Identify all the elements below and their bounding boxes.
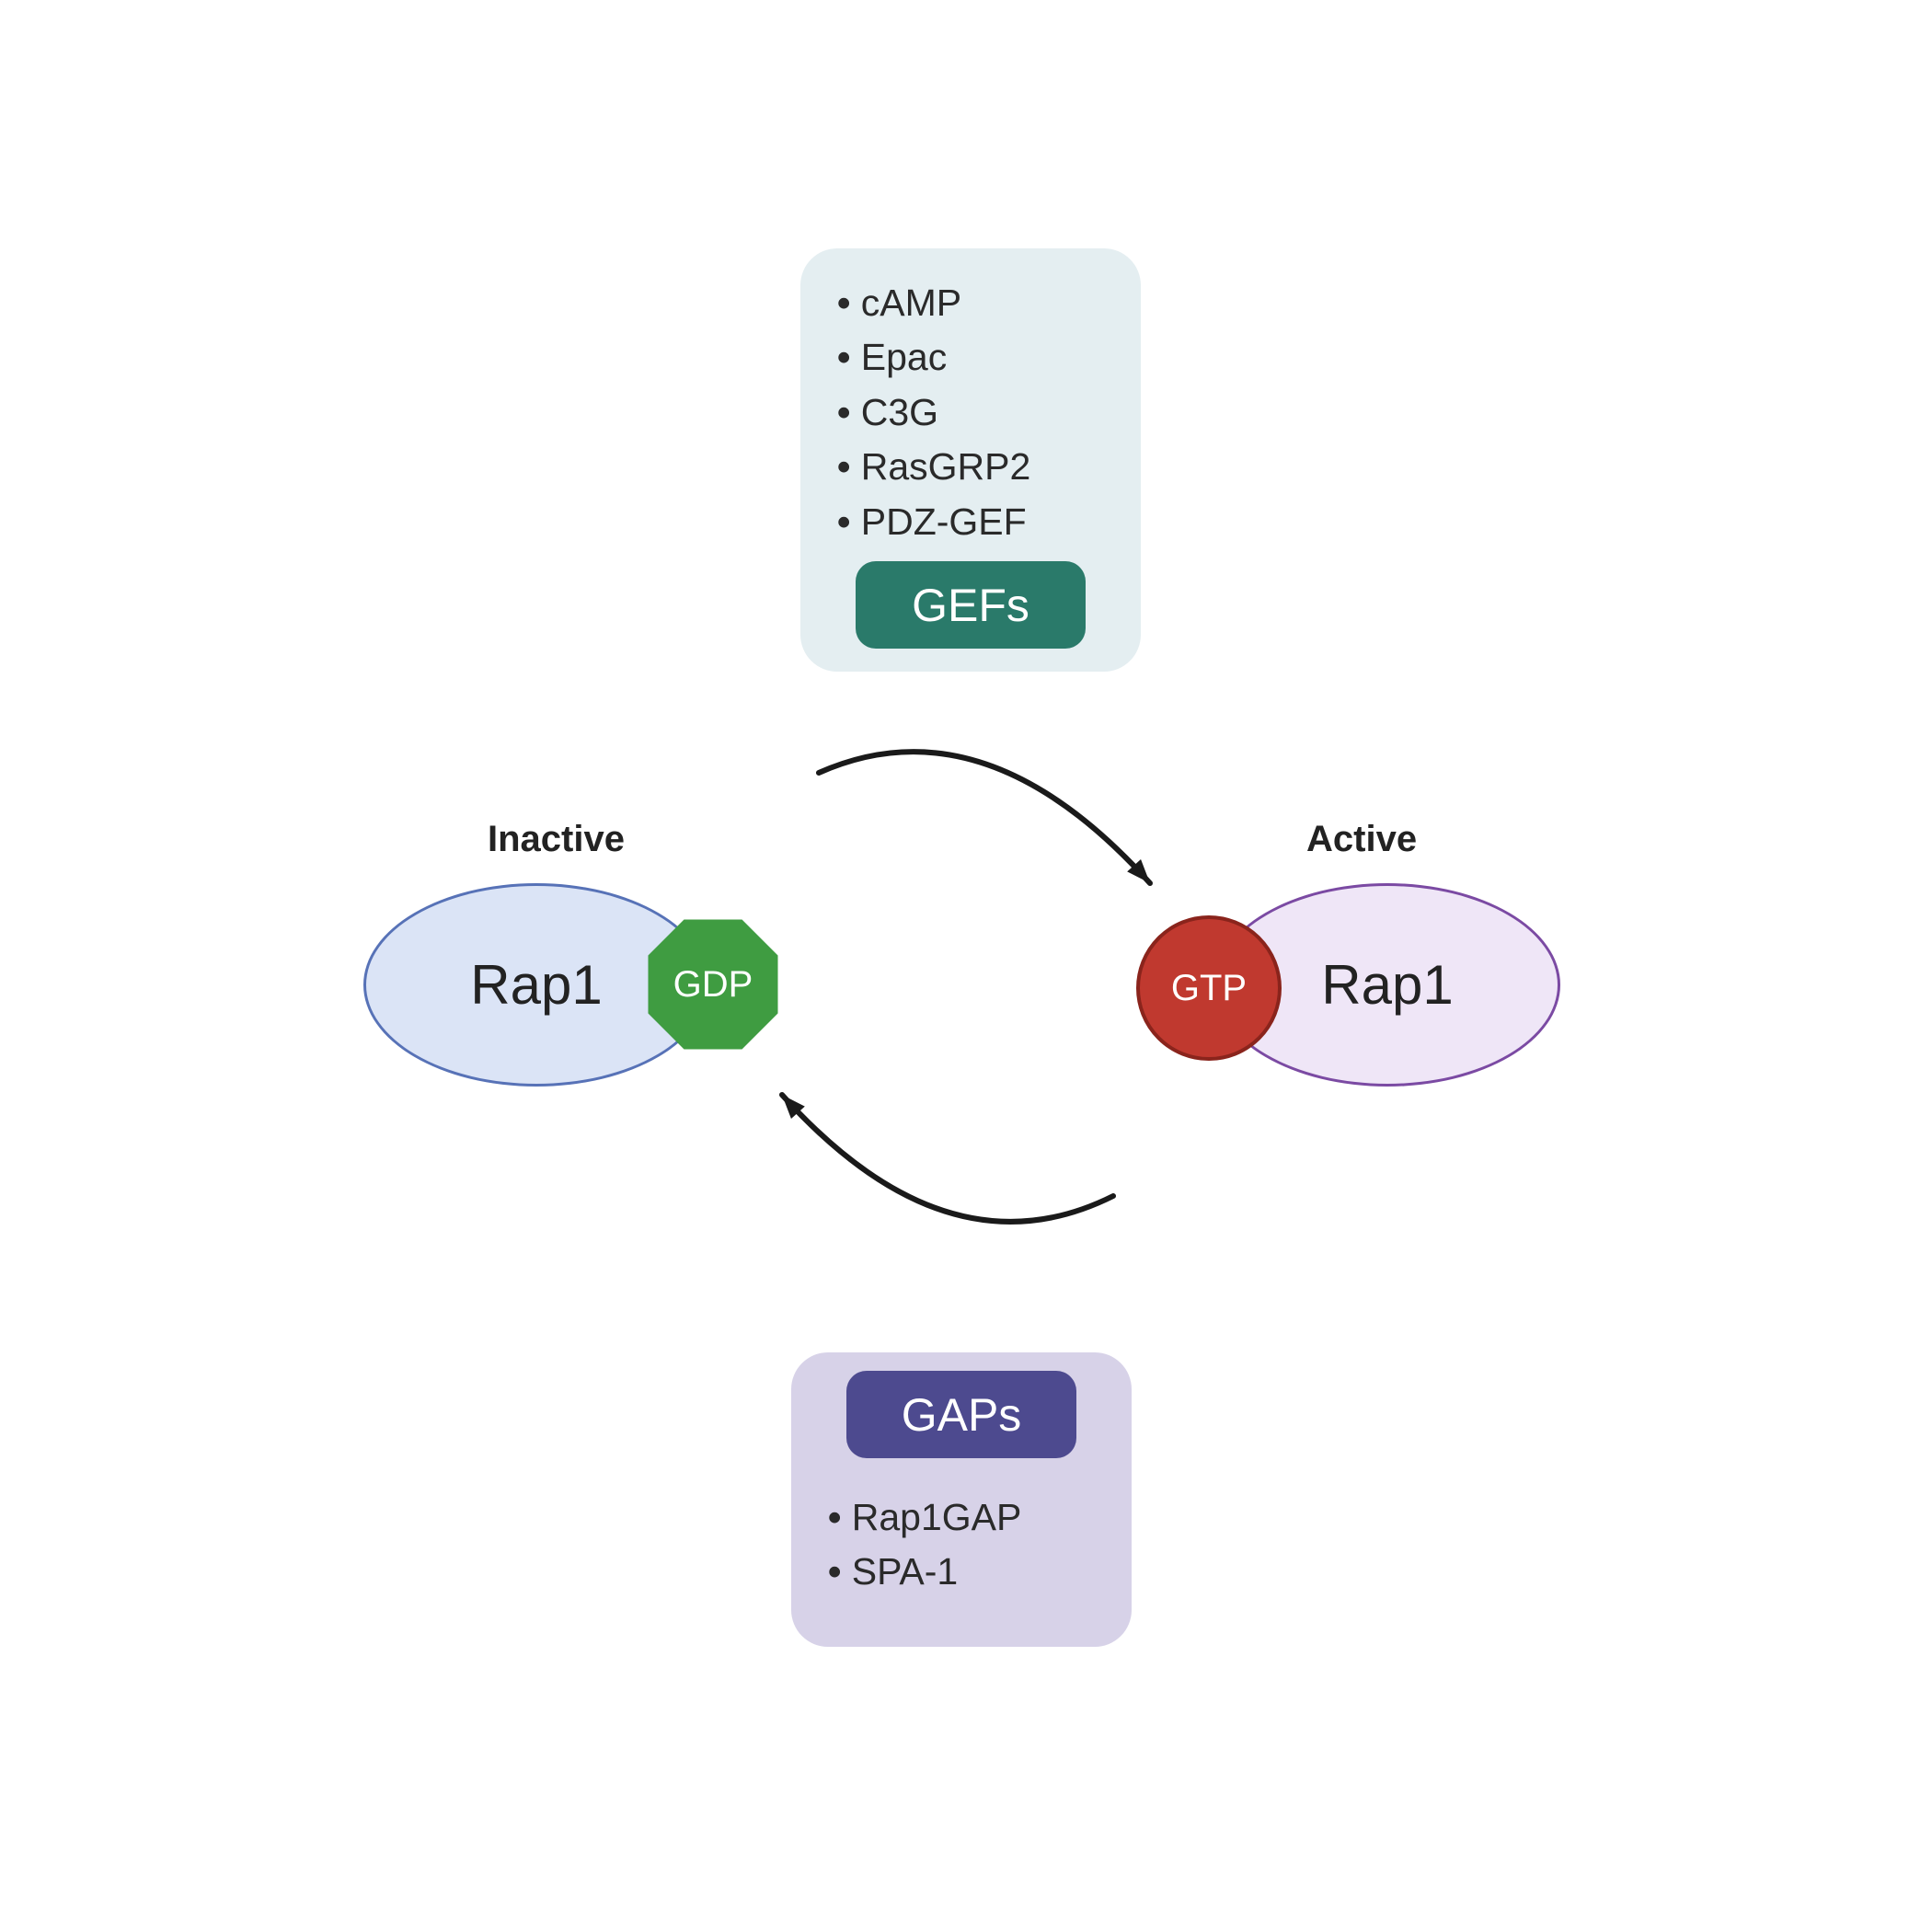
- diagram-stage: cAMPEpacC3GRasGRP2PDZ-GEF GEFs GAPs Rap1…: [0, 0, 1932, 1932]
- arrow-gefs-icon: [819, 752, 1150, 883]
- arrow-gaps-icon: [782, 1095, 1113, 1222]
- cycle-arrows: [0, 0, 1932, 1932]
